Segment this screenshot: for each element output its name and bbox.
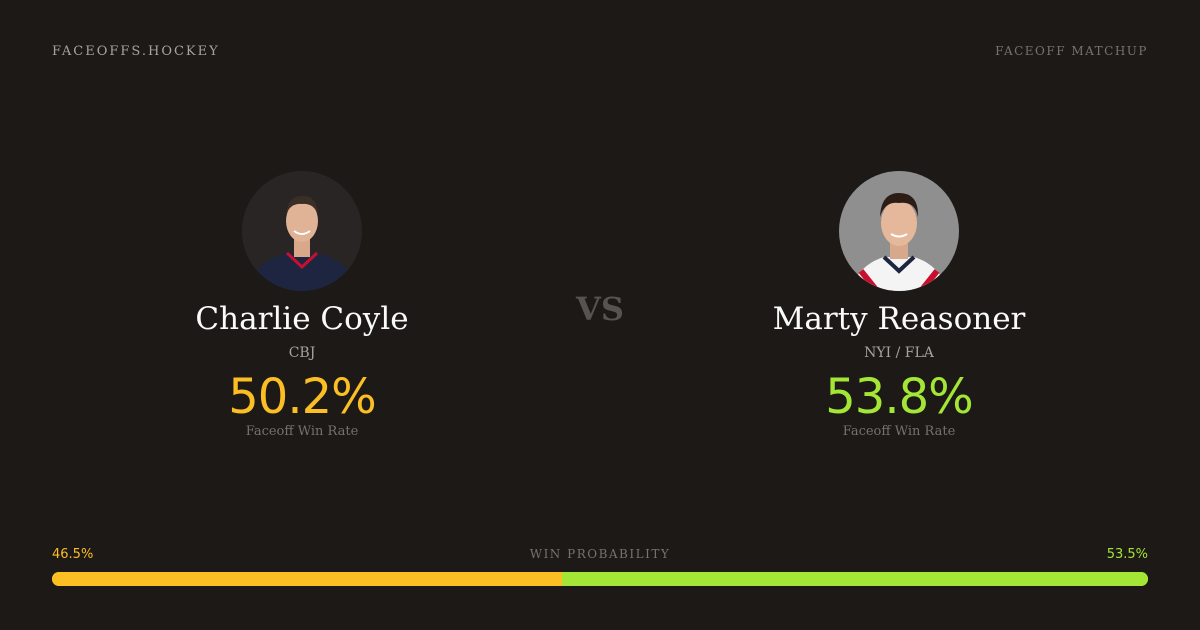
faceoff-win-rate-label: Faceoff Win Rate [842,423,956,439]
player-card-left: Charlie Coyle CBJ 50.2% Faceoff Win Rate [102,171,502,439]
player-team: NYI / FLA [864,345,934,361]
win-probability-left: 46.5% [52,547,94,562]
vs-label: VS [576,290,624,328]
faceoff-win-rate: 53.8% [825,369,973,425]
player-name: Marty Reasoner [772,301,1026,337]
win-probability-bar-right [561,572,1148,586]
win-probability-bar [52,572,1148,586]
faceoff-win-rate: 50.2% [228,369,376,425]
win-probability-bar-left [52,572,562,586]
win-probability-label: WIN PROBABILITY [529,547,671,561]
player-team: CBJ [288,345,316,361]
player-photo [242,171,362,291]
player-name: Charlie Coyle [195,301,409,337]
win-probability-right: 53.5% [1106,547,1148,562]
player-photo [839,171,959,291]
page-tag: FACEOFF MATCHUP [995,44,1148,58]
faceoff-win-rate-label: Faceoff Win Rate [245,423,359,439]
player-card-right: Marty Reasoner NYI / FLA 53.8% Faceoff W… [699,171,1099,439]
brand-logo: FACEOFFS.HOCKEY [52,44,220,59]
